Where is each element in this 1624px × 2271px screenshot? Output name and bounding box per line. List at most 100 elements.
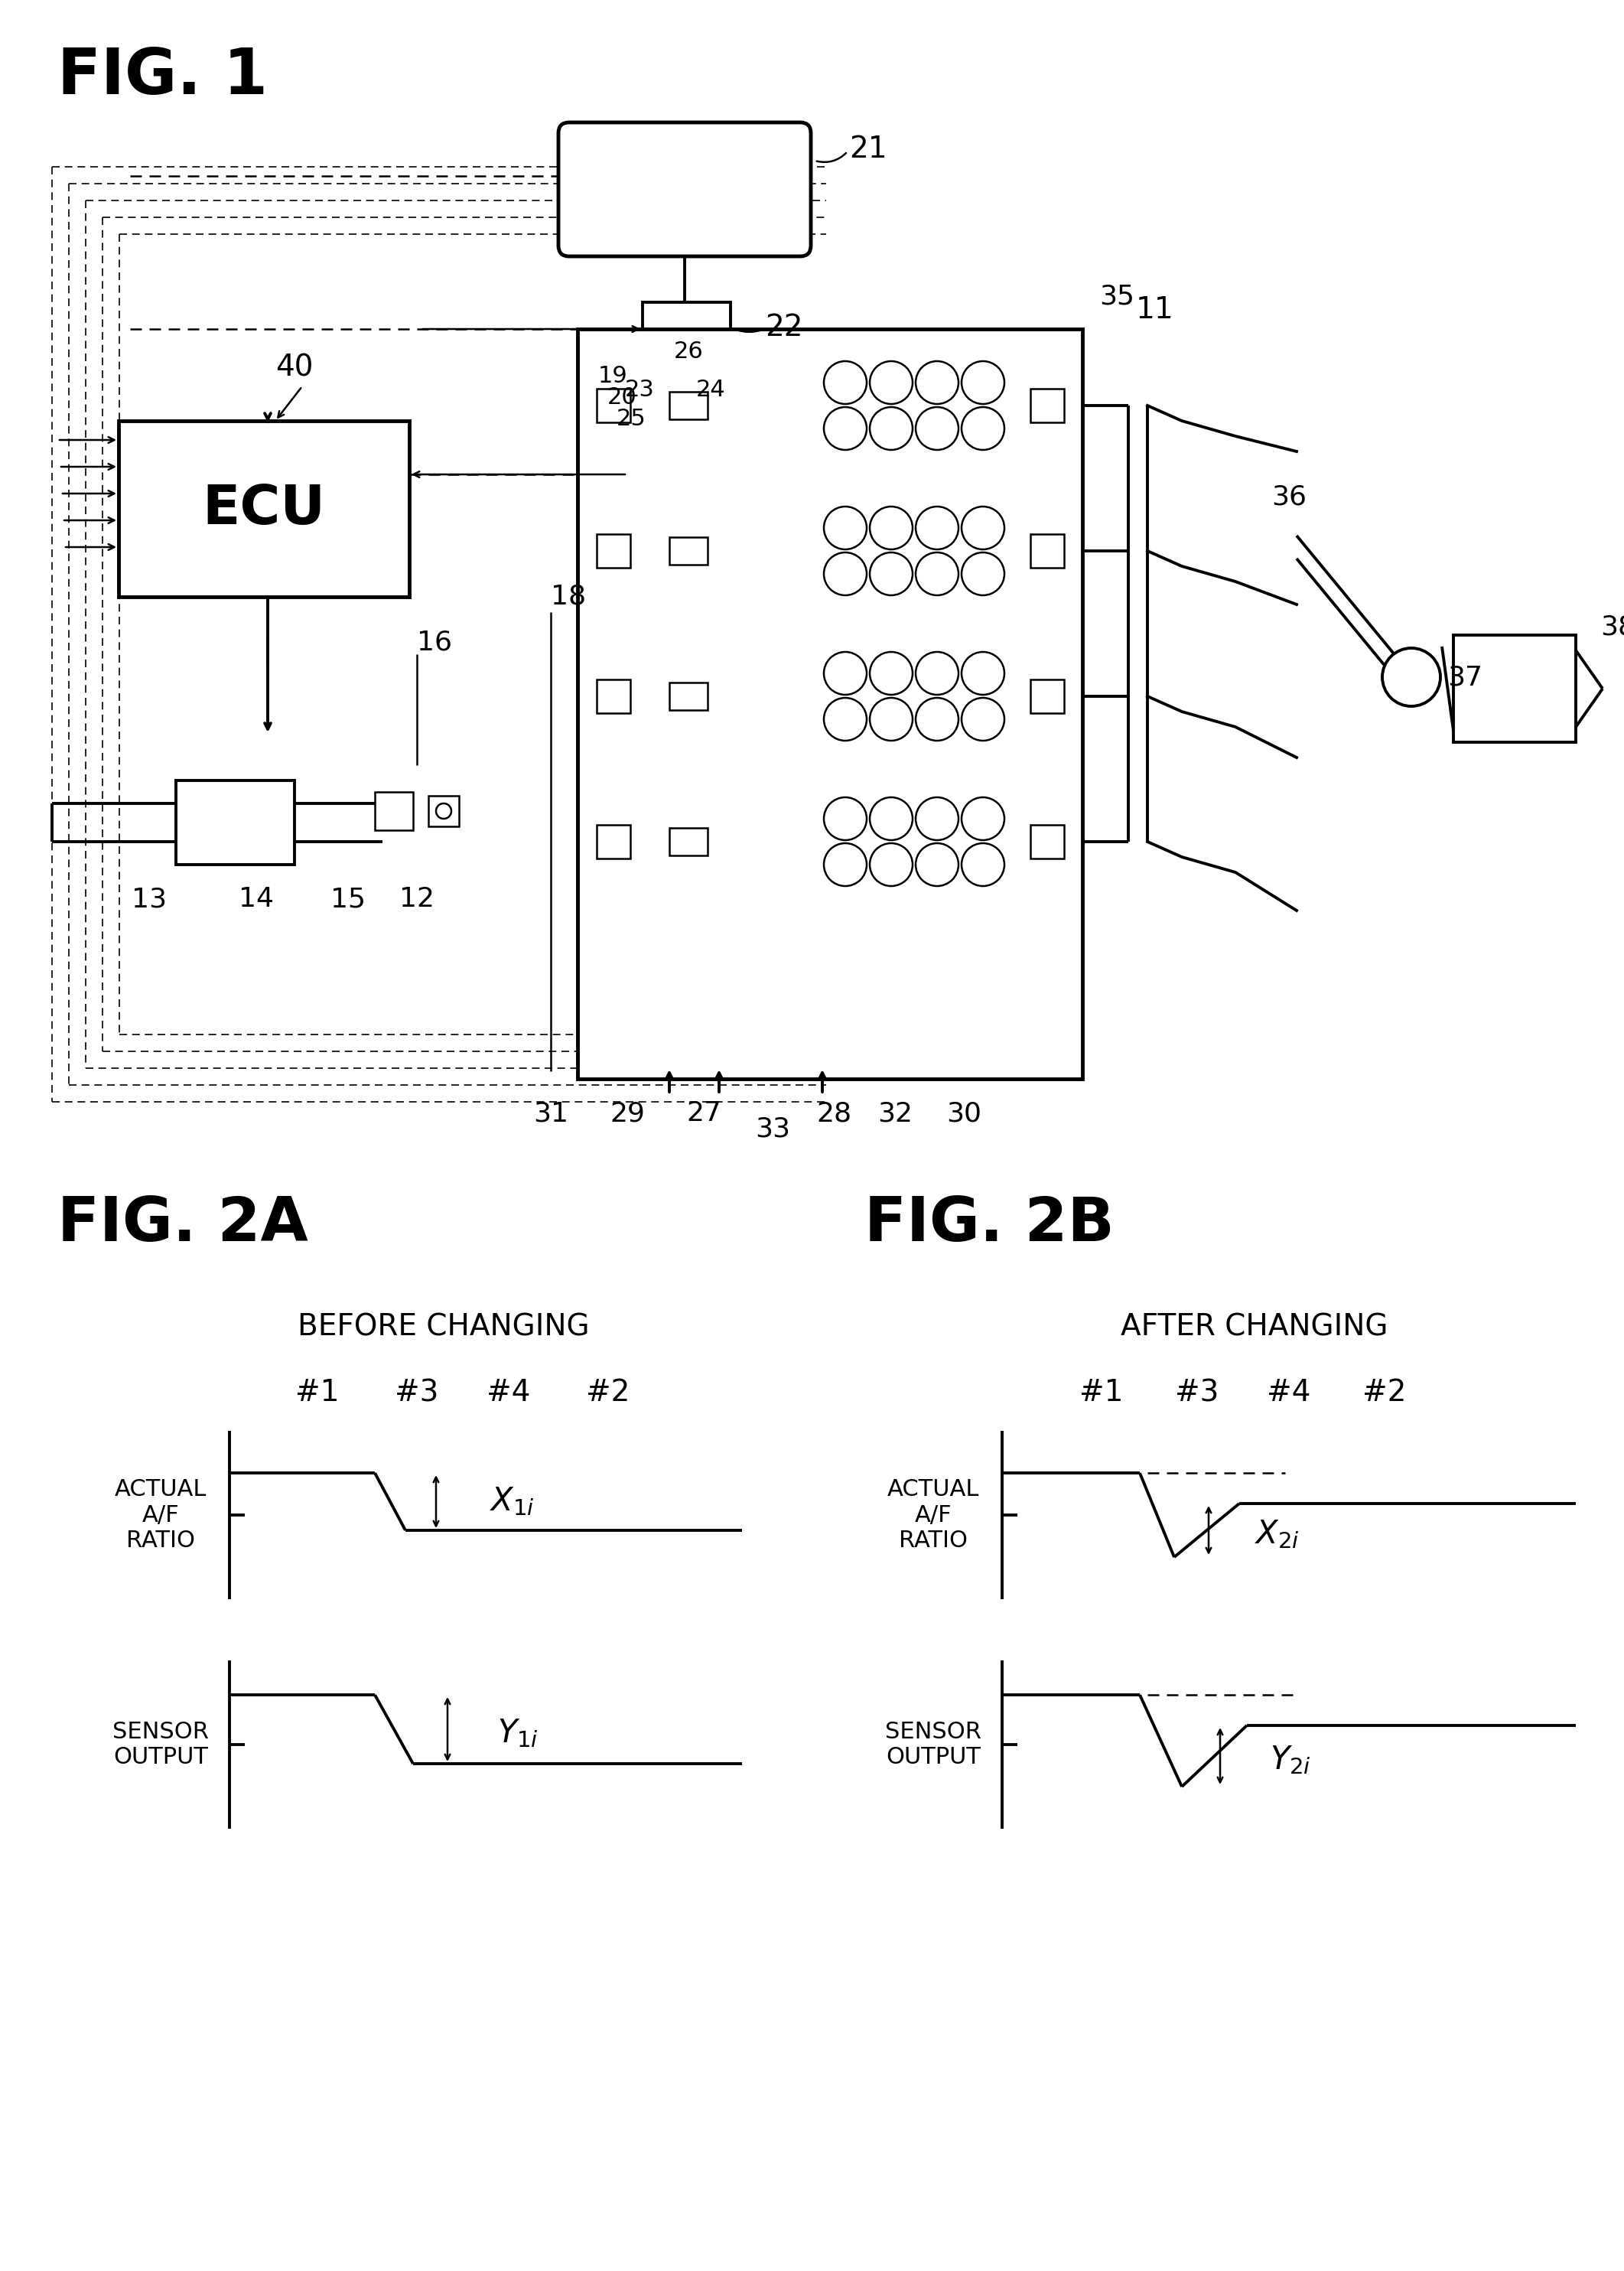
Circle shape	[1382, 647, 1440, 706]
Bar	[643, 302, 731, 368]
Circle shape	[823, 697, 867, 740]
Text: 38: 38	[1600, 615, 1624, 640]
Bar	[669, 829, 708, 856]
Text: 14: 14	[239, 886, 274, 913]
Circle shape	[916, 797, 958, 840]
Circle shape	[823, 652, 867, 695]
Text: 36: 36	[1272, 484, 1307, 511]
Text: 30: 30	[947, 1101, 981, 1126]
Text: #3: #3	[395, 1378, 438, 1408]
Bar	[596, 679, 630, 713]
Text: 33: 33	[755, 1115, 791, 1142]
Circle shape	[870, 552, 913, 595]
Circle shape	[916, 361, 958, 404]
Circle shape	[435, 804, 451, 820]
Bar	[669, 684, 708, 711]
Text: 31: 31	[533, 1101, 568, 1126]
Bar	[1030, 824, 1064, 858]
Circle shape	[870, 361, 913, 404]
Bar	[596, 388, 630, 422]
Text: 29: 29	[609, 1101, 645, 1126]
Bar	[429, 795, 460, 827]
Text: 37: 37	[1447, 663, 1483, 690]
Bar	[669, 538, 708, 565]
Circle shape	[916, 407, 958, 450]
Circle shape	[823, 361, 867, 404]
Text: AFTER CHANGING: AFTER CHANGING	[1121, 1313, 1389, 1342]
Bar	[1453, 636, 1575, 743]
Text: 23: 23	[625, 379, 654, 402]
Circle shape	[870, 407, 913, 450]
Circle shape	[823, 552, 867, 595]
Text: 28: 28	[817, 1101, 851, 1126]
Circle shape	[870, 697, 913, 740]
Circle shape	[916, 697, 958, 740]
Text: #4: #4	[487, 1378, 531, 1408]
Text: FIG. 2A: FIG. 2A	[57, 1195, 309, 1254]
Circle shape	[961, 697, 1004, 740]
Text: ECU: ECU	[203, 481, 325, 536]
Text: #3: #3	[1176, 1378, 1220, 1408]
Text: 20: 20	[607, 386, 637, 409]
Circle shape	[870, 797, 913, 840]
Text: FIG. 1: FIG. 1	[57, 45, 268, 107]
Circle shape	[916, 843, 958, 886]
Circle shape	[961, 797, 1004, 840]
Bar	[119, 420, 409, 597]
Text: SENSOR
OUTPUT: SENSOR OUTPUT	[112, 1721, 209, 1769]
Circle shape	[961, 506, 1004, 550]
Bar	[1030, 679, 1064, 713]
Text: 11: 11	[1135, 295, 1174, 325]
Text: 32: 32	[877, 1101, 913, 1126]
Circle shape	[823, 407, 867, 450]
Text: 12: 12	[400, 886, 435, 913]
Bar	[578, 329, 1083, 1079]
Text: FIG. 2B: FIG. 2B	[864, 1195, 1114, 1254]
Bar	[1030, 388, 1064, 422]
Circle shape	[870, 843, 913, 886]
Text: SENSOR
OUTPUT: SENSOR OUTPUT	[885, 1721, 981, 1769]
Text: 18: 18	[551, 584, 586, 611]
Text: 27: 27	[687, 1101, 721, 1126]
Bar	[1030, 534, 1064, 568]
Text: #2: #2	[586, 1378, 630, 1408]
Text: #1: #1	[296, 1378, 339, 1408]
Text: BEFORE CHANGING: BEFORE CHANGING	[297, 1313, 590, 1342]
Bar	[596, 534, 630, 568]
Circle shape	[870, 506, 913, 550]
Circle shape	[961, 361, 1004, 404]
Circle shape	[823, 843, 867, 886]
Circle shape	[870, 652, 913, 695]
Text: #1: #1	[1080, 1378, 1124, 1408]
Circle shape	[961, 552, 1004, 595]
Circle shape	[961, 843, 1004, 886]
Text: $Y_{1i}$: $Y_{1i}$	[497, 1717, 539, 1749]
Text: 15: 15	[330, 886, 365, 913]
Circle shape	[916, 506, 958, 550]
Bar	[375, 793, 412, 831]
Circle shape	[823, 506, 867, 550]
Text: $X_{2i}$: $X_{2i}$	[1254, 1517, 1299, 1551]
Text: $Y_{2i}$: $Y_{2i}$	[1270, 1744, 1311, 1776]
Text: 19: 19	[598, 366, 627, 388]
Text: 26: 26	[674, 341, 703, 363]
Bar	[596, 824, 630, 858]
Text: ACTUAL
A/F
RATIO: ACTUAL A/F RATIO	[887, 1478, 979, 1551]
Text: 21: 21	[849, 134, 887, 164]
Bar	[175, 781, 294, 865]
Text: 24: 24	[697, 379, 726, 402]
Text: 13: 13	[132, 886, 167, 913]
Circle shape	[961, 407, 1004, 450]
Text: 22: 22	[765, 313, 802, 343]
Text: 35: 35	[1099, 284, 1135, 309]
Bar	[669, 393, 708, 420]
Circle shape	[961, 652, 1004, 695]
Text: 16: 16	[417, 629, 451, 656]
Text: ACTUAL
A/F
RATIO: ACTUAL A/F RATIO	[115, 1478, 206, 1551]
Circle shape	[916, 552, 958, 595]
Text: 40: 40	[276, 352, 313, 382]
Circle shape	[823, 797, 867, 840]
Text: $X_{1i}$: $X_{1i}$	[489, 1485, 534, 1517]
FancyBboxPatch shape	[559, 123, 810, 257]
Text: #2: #2	[1363, 1378, 1406, 1408]
